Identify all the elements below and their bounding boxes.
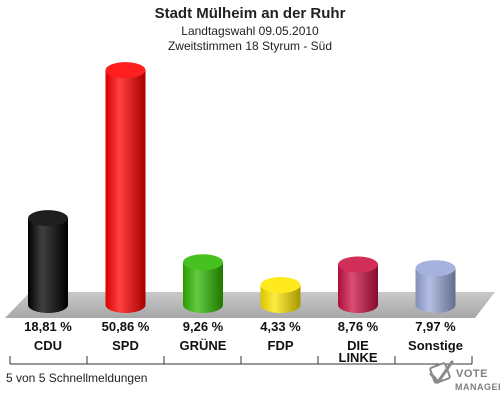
value-label-sonstige: 7,97 % bbox=[415, 319, 456, 334]
value-label-gruene: 9,26 % bbox=[183, 319, 224, 334]
bar-top bbox=[183, 254, 223, 271]
bar-body bbox=[105, 70, 146, 314]
bar-linke bbox=[338, 256, 378, 313]
category-label-linke: LINKE bbox=[339, 350, 378, 365]
bar-spd bbox=[105, 62, 146, 314]
votemanager-logo: VOTE MANAGER bbox=[429, 360, 500, 392]
value-label-fdp: 4,33 % bbox=[260, 319, 301, 334]
category-label-fdp: FDP bbox=[268, 338, 294, 353]
logo-text-manager: MANAGER bbox=[455, 382, 500, 392]
category-label-gruene: GRÜNE bbox=[180, 338, 227, 353]
bar-body bbox=[338, 264, 378, 313]
checkmark-ballot-icon bbox=[429, 360, 454, 384]
category-label-linke: DIE bbox=[347, 338, 369, 353]
chart-subtitle-district: Zweitstimmen 18 Styrum - Süd bbox=[168, 39, 332, 53]
bar-top bbox=[28, 210, 68, 227]
bar-top bbox=[260, 277, 301, 294]
value-label-cdu: 18,81 % bbox=[24, 319, 72, 334]
category-axis bbox=[9, 356, 473, 365]
report-status: 5 von 5 Schnellmeldungen bbox=[6, 371, 147, 385]
bar-body bbox=[28, 218, 68, 313]
chart-subtitle-date: Landtagswahl 09.05.2010 bbox=[181, 24, 319, 38]
chart-title: Stadt Mülheim an der Ruhr bbox=[155, 5, 346, 22]
value-label-group: 18,81 % 50,86 % 9,26 % 4,33 % 8,76 % 7,97 % bbox=[24, 319, 456, 334]
bar-cdu bbox=[28, 210, 68, 313]
bar-body bbox=[183, 262, 223, 313]
bar-body bbox=[260, 285, 301, 313]
category-label-spd: SPD bbox=[112, 338, 139, 353]
bar-fdp bbox=[260, 277, 301, 313]
category-label-sonstige: Sonstige bbox=[408, 338, 463, 353]
value-label-spd: 50,86 % bbox=[102, 319, 150, 334]
bar-top bbox=[338, 256, 378, 273]
bar-top bbox=[415, 260, 456, 277]
bar-body bbox=[415, 268, 456, 313]
category-label-cdu: CDU bbox=[34, 338, 62, 353]
logo-text-vote: VOTE bbox=[456, 368, 488, 380]
value-label-linke: 8,76 % bbox=[338, 319, 379, 334]
bar-group bbox=[28, 62, 456, 314]
bar-sonstige bbox=[415, 260, 456, 313]
bar-gruene bbox=[183, 254, 223, 313]
bar-top bbox=[105, 62, 146, 79]
